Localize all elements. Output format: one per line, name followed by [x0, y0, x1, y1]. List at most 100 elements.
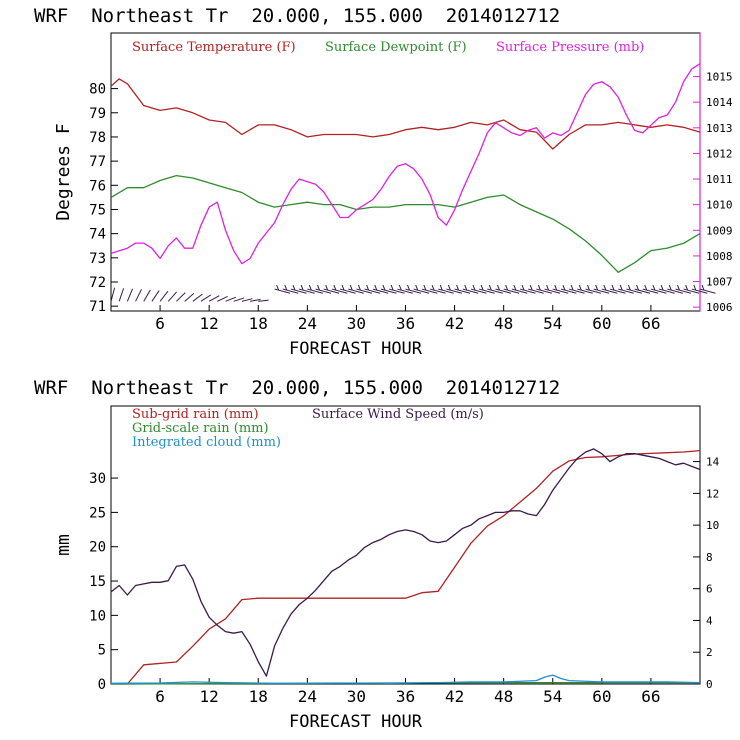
wind-barb	[634, 284, 651, 294]
wind-barb	[233, 297, 245, 302]
wind-barb	[151, 290, 160, 302]
legend-entry: Surface Temperature (F)	[132, 40, 296, 55]
surface-dewpoint-f-line	[110, 174, 701, 273]
bottom-panel-header: WRF Northeast Tr 20.000, 155.000 2014012…	[34, 377, 560, 399]
wind-barb	[552, 284, 569, 294]
y-tick-label: 20	[89, 540, 106, 556]
wind-barb	[241, 298, 253, 302]
wind-barb	[356, 284, 373, 294]
y2-tick-label: 1006	[706, 301, 733, 314]
y2-tick-label: 1013	[706, 122, 733, 135]
wind-barb	[675, 284, 692, 294]
y-tick-label: 15	[89, 574, 106, 590]
wind-barb	[642, 284, 659, 294]
wind-barb	[413, 284, 430, 294]
legend-entry: Grid-scale rain (mm)	[132, 421, 269, 436]
y-tick-label: 73	[89, 251, 106, 267]
wind-barb	[683, 284, 700, 294]
wind-barb	[503, 284, 520, 294]
wind-barb	[658, 284, 675, 294]
wind-barb	[372, 284, 389, 294]
wind-barb	[536, 284, 552, 294]
x-tick-label: 18	[249, 314, 268, 333]
wind-barb	[315, 284, 332, 294]
sub-grid-rain-mm-line	[111, 449, 701, 685]
wind-barb	[299, 284, 315, 294]
wind-barb	[405, 284, 422, 294]
wind-barb	[429, 284, 446, 294]
wind-barb	[699, 284, 716, 294]
y-tick-label: 78	[89, 130, 106, 146]
wind-barb	[577, 284, 593, 294]
legend-entry: Surface Pressure (mb)	[496, 40, 644, 55]
y-tick-label: 10	[89, 608, 106, 624]
x-tick-label: 54	[543, 687, 562, 706]
wind-barb	[667, 284, 683, 294]
top-panel-header: WRF Northeast Tr 20.000, 155.000 2014012…	[34, 5, 560, 27]
y-axis-title: Degrees F	[53, 123, 74, 221]
wind-barb	[135, 289, 142, 302]
wind-barb	[258, 299, 269, 302]
legend-entry: Surface Wind Speed (m/s)	[312, 407, 484, 422]
wind-barb	[192, 293, 203, 302]
surface-pressure-mb-line	[110, 63, 701, 265]
x-tick-label: 24	[298, 314, 317, 333]
wind-barb	[609, 284, 626, 294]
surface-wind-speed-m-s-line	[110, 448, 701, 677]
legend-entry: Integrated cloud (mm)	[132, 435, 281, 450]
wind-barb	[225, 296, 237, 302]
wind-barb	[478, 284, 495, 294]
wind-barb	[585, 284, 602, 294]
x-tick-label: 48	[494, 687, 513, 706]
x-tick-label: 24	[298, 687, 317, 706]
y2-tick-label: 6	[706, 583, 713, 596]
y2-tick-label: 14	[706, 456, 720, 469]
x-axis-title: FORECAST HOUR	[289, 339, 423, 359]
y2-tick-label: 8	[706, 551, 713, 564]
wind-barb	[511, 284, 528, 294]
wind-barb	[568, 284, 585, 294]
y-tick-label: 30	[89, 471, 106, 487]
y-tick-label: 75	[89, 202, 106, 218]
x-tick-label: 54	[543, 314, 562, 333]
x-tick-label: 66	[641, 314, 660, 333]
y-tick-label: 74	[89, 227, 106, 243]
wind-barb	[249, 298, 261, 302]
y-tick-label: 0	[98, 677, 106, 693]
x-tick-label: 48	[494, 314, 513, 333]
x-tick-label: 36	[396, 314, 415, 333]
wind-barb	[454, 284, 471, 294]
y2-tick-label: 4	[706, 614, 713, 627]
wind-barb	[307, 284, 323, 294]
wind-barb	[495, 284, 512, 294]
integrated-cloud-mm-line	[110, 674, 701, 684]
y2-tick-label: 2	[706, 646, 713, 659]
y2-tick-label: 12	[706, 487, 719, 500]
wind-barb	[290, 284, 307, 294]
wind-barb	[650, 284, 667, 294]
y2-tick-label: 1011	[706, 173, 733, 186]
wind-barb	[487, 284, 503, 294]
wind-barb	[143, 289, 151, 302]
wind-barb	[200, 294, 212, 302]
x-tick-label: 66	[641, 687, 660, 706]
y2-tick-label: 1007	[706, 276, 733, 289]
wind-barb	[470, 284, 487, 294]
wind-barb	[438, 284, 454, 294]
wind-barb	[167, 291, 178, 302]
wind-barb	[364, 284, 381, 294]
wind-barb	[560, 284, 577, 294]
y2-tick-label: 1010	[706, 199, 733, 212]
legend-entry: Surface Dewpoint (F)	[325, 40, 467, 55]
y2-tick-label: 1008	[706, 250, 733, 263]
x-tick-label: 18	[249, 687, 268, 706]
y-axis-title: mm	[53, 534, 74, 556]
wind-barb	[184, 292, 195, 302]
wind-barb	[323, 284, 340, 294]
top-chart-group: 6 12 18 24 30 36 42 48 54 60 66 FORECAST HOUR 71 72 73…	[53, 40, 733, 359]
y2-tick-label: 10	[706, 519, 719, 532]
y-tick-label: 72	[89, 275, 106, 291]
y-tick-label: 80	[89, 82, 106, 98]
